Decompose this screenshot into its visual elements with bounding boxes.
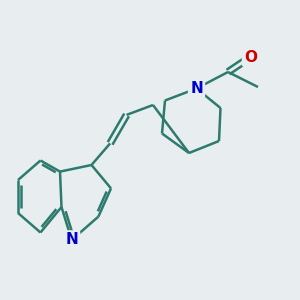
Text: N: N: [65, 232, 78, 247]
Text: N: N: [190, 81, 203, 96]
Text: O: O: [244, 50, 257, 64]
